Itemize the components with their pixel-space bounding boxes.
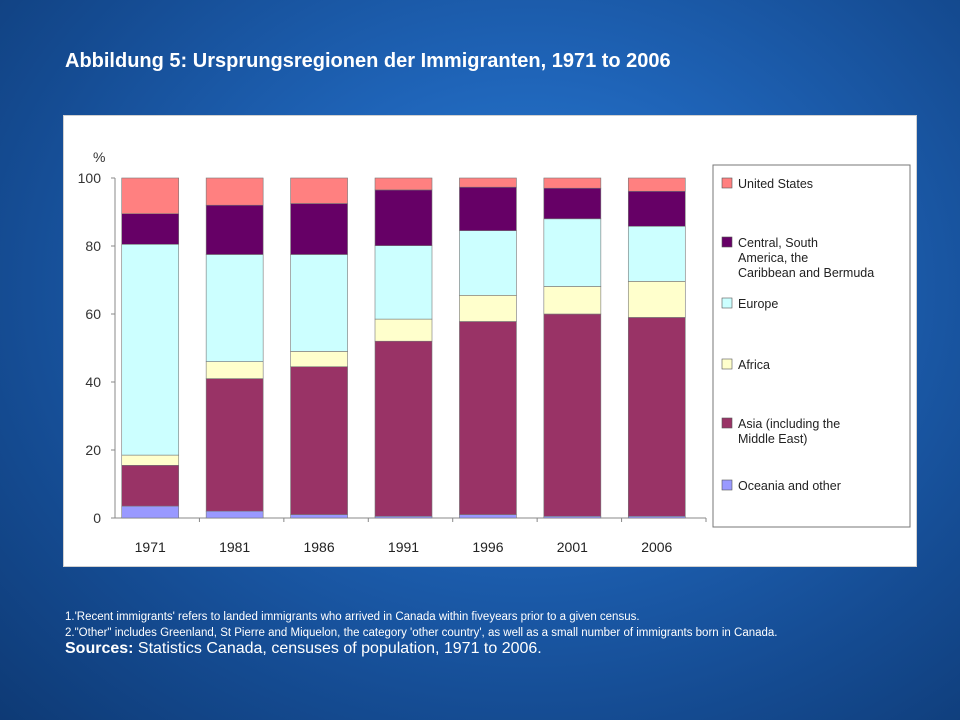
y-tick-label: 0: [93, 510, 101, 526]
bar-segment: [290, 177, 348, 204]
legend-swatch: [721, 479, 733, 491]
legend-swatch: [721, 177, 733, 189]
bar-segment: [459, 177, 517, 188]
legend-label: Caribbean and Bermuda: [738, 266, 874, 280]
bar-segment: [121, 454, 180, 466]
x-tick-label: 1981: [219, 539, 250, 555]
x-tick-label: 1991: [388, 539, 419, 555]
bar-segment: [627, 177, 686, 192]
bar-segment: [627, 317, 686, 517]
bar-segment: [543, 286, 602, 315]
bar-segment: [374, 177, 433, 191]
bar-segment: [121, 505, 180, 519]
y-tick-label: 60: [85, 306, 101, 322]
sources-line: Sources: Statistics Canada, censuses of …: [65, 640, 542, 658]
bar-segment: [121, 244, 180, 456]
x-tick-label: 1971: [135, 539, 166, 555]
stacked-bar-chart: % 0 20 40 60 80 100 1971 1981 1986 1991 1996 2001 200…: [78, 149, 911, 555]
bar-segment: [121, 177, 180, 215]
sources-text: Statistics Canada, censuses of populatio…: [133, 640, 542, 657]
footnote-1: 1.'Recent immigrants' refers to landed i…: [65, 611, 640, 623]
bar-segment: [459, 514, 517, 519]
legend-swatch: [721, 236, 733, 248]
y-tick-label: 100: [78, 170, 102, 186]
legend-label: Europe: [738, 297, 778, 311]
footnote-2: 2."Other" includes Greenland, St Pierre …: [65, 627, 778, 639]
chart-panel: % 0 20 40 60 80 100 1971 1981 1986 1991 1996 2001 200…: [63, 115, 917, 567]
bar-segment: [374, 340, 433, 517]
legend-label: Central, South: [738, 236, 818, 250]
x-tick-label: 1986: [303, 539, 334, 555]
bar-segment: [627, 225, 686, 282]
legend-label: Asia (including the: [738, 417, 840, 431]
bar-segment: [627, 190, 686, 227]
x-tick-label: 2001: [557, 539, 588, 555]
bar-segment: [290, 254, 348, 352]
bar-segment: [205, 510, 264, 519]
bar-segment: [205, 177, 264, 206]
bar-segment: [543, 313, 602, 517]
legend-swatch: [721, 417, 733, 429]
bar-segment: [205, 378, 264, 512]
slide-title: Abbildung 5: Ursprungsregionen der Immig…: [65, 50, 671, 72]
legend-label: United States: [738, 177, 813, 191]
bar-segment: [290, 514, 348, 519]
y-axis-label: %: [93, 149, 105, 165]
y-tick-label: 80: [85, 238, 101, 254]
bar-segment: [205, 204, 264, 255]
bar-segment: [459, 230, 517, 296]
bar-segment: [121, 213, 180, 245]
bar-segment: [543, 187, 602, 220]
legend-label: Africa: [738, 358, 770, 372]
bar-segment: [121, 464, 180, 507]
y-tick-label: 40: [85, 374, 101, 390]
bar-segment: [290, 366, 348, 515]
bar-segment: [459, 186, 517, 232]
bar-segment: [374, 189, 433, 246]
legend-box: [712, 164, 911, 528]
bar-segment: [205, 361, 264, 379]
legend-label: Middle East): [738, 432, 807, 446]
legend-swatch: [721, 297, 733, 309]
bar-segment: [290, 351, 348, 367]
y-tick-label: 20: [85, 442, 101, 458]
bar-segment: [374, 245, 433, 320]
legend-label: Oceania and other: [738, 479, 841, 493]
bar-segment: [627, 281, 686, 318]
bar-segment: [459, 295, 517, 322]
footnotes: 1.'Recent immigrants' refers to landed i…: [65, 609, 778, 641]
bar-segment: [290, 203, 348, 255]
x-tick-label: 1996: [472, 539, 503, 555]
legend-label: America, the: [738, 251, 808, 265]
legend-swatch: [721, 358, 733, 370]
bar-segment: [374, 318, 433, 342]
sources-label: Sources:: [65, 640, 134, 657]
bar-segment: [543, 218, 602, 287]
bar-segment: [205, 254, 264, 362]
bar-segment: [459, 321, 517, 515]
x-tick-label: 2006: [641, 539, 672, 555]
bar-segment: [543, 177, 602, 189]
